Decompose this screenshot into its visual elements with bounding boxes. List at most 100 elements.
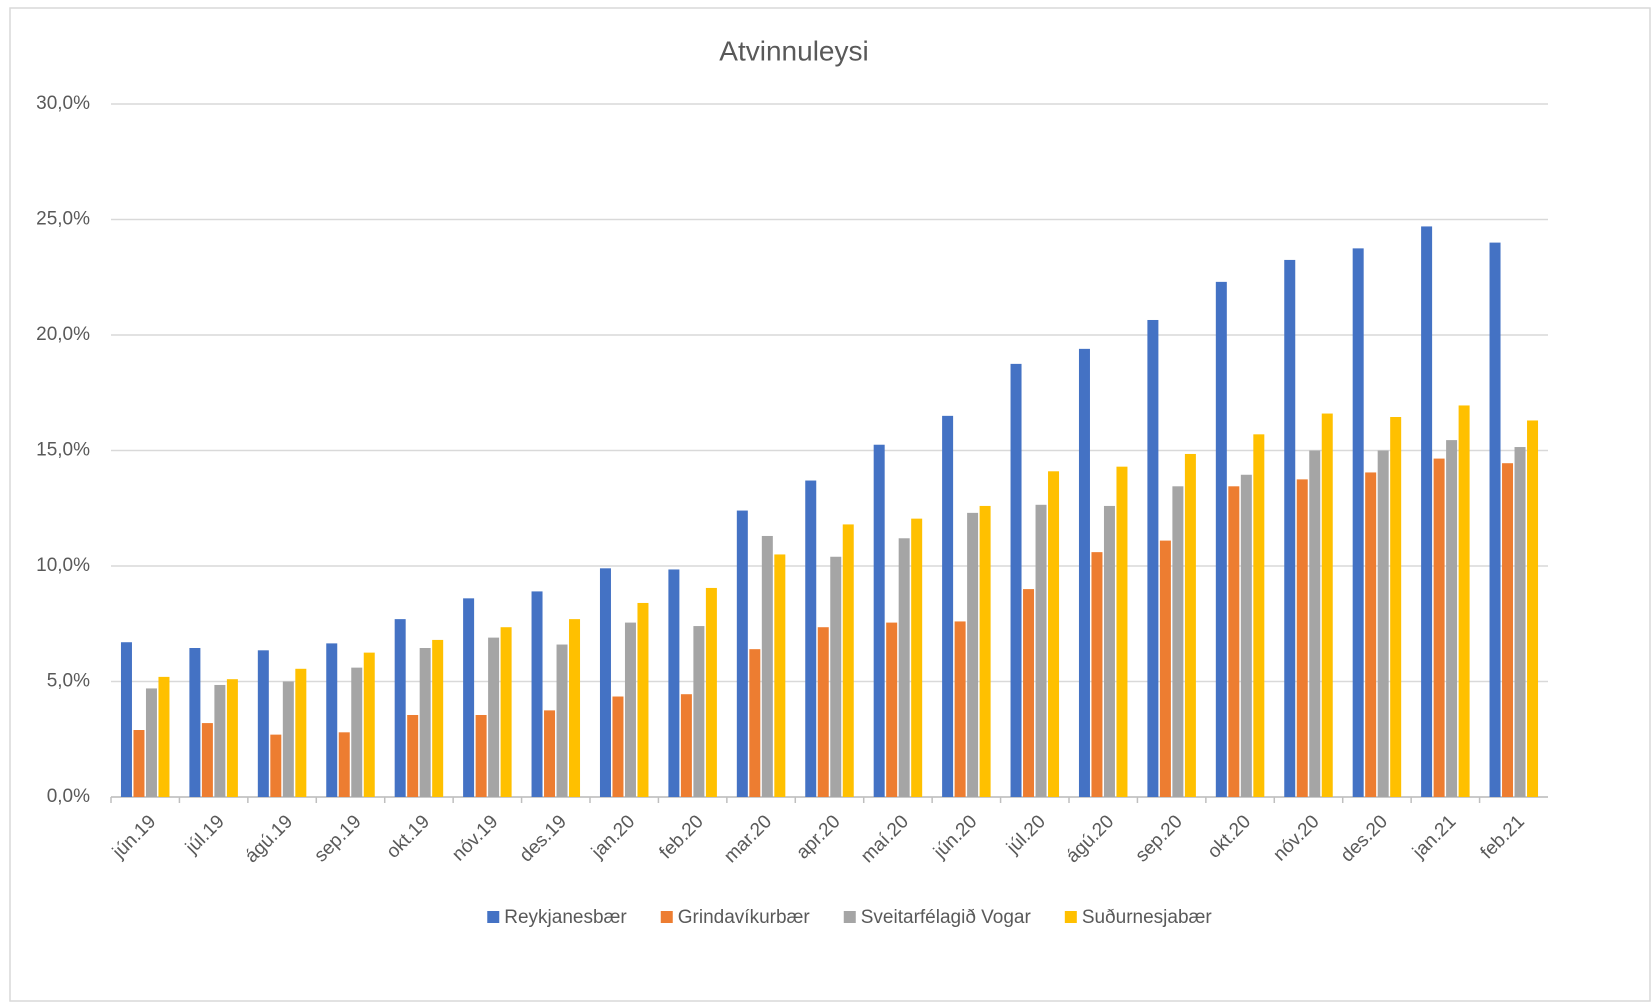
bar xyxy=(432,639,444,797)
y-tick-label: 30,0% xyxy=(36,93,90,114)
bar xyxy=(705,587,717,797)
y-tick-label: 10,0% xyxy=(36,555,90,576)
bar xyxy=(1147,319,1159,797)
bar xyxy=(1091,552,1103,797)
y-tick-label: 25,0% xyxy=(36,209,90,230)
bar xyxy=(637,602,649,797)
bar xyxy=(475,714,487,797)
bar xyxy=(761,535,773,797)
bar xyxy=(1489,242,1501,798)
bar xyxy=(338,732,350,797)
chart-frame xyxy=(9,7,1651,1002)
y-tick-label: 20,0% xyxy=(36,324,90,345)
bar xyxy=(886,622,898,797)
bar xyxy=(979,505,991,797)
bar xyxy=(624,622,636,797)
bar xyxy=(1514,447,1526,797)
bar xyxy=(133,730,145,797)
bar xyxy=(257,650,269,797)
bar xyxy=(295,668,307,797)
bar xyxy=(736,510,748,797)
legend: Reykjanesbær Grindavíkurbær Sveitarfélagið… xyxy=(487,907,1212,928)
bar xyxy=(531,591,543,797)
bar xyxy=(1159,540,1171,797)
bar xyxy=(1184,453,1196,797)
bar xyxy=(326,643,338,797)
bar xyxy=(488,637,500,797)
bar xyxy=(954,621,966,797)
bar xyxy=(351,667,363,797)
bar xyxy=(1433,458,1445,797)
bar xyxy=(680,694,692,797)
y-tick-label: 0,0% xyxy=(47,786,90,807)
bar xyxy=(463,598,475,797)
bar xyxy=(544,710,556,797)
bar xyxy=(817,627,829,797)
bar xyxy=(145,688,157,797)
legend-swatch xyxy=(1064,911,1077,923)
bar xyxy=(1228,486,1240,797)
bar xyxy=(363,652,375,797)
bar xyxy=(1296,479,1308,797)
bar xyxy=(1103,505,1115,797)
bar xyxy=(158,676,170,797)
bar xyxy=(1502,463,1514,797)
bar xyxy=(612,696,624,797)
bar xyxy=(1253,434,1265,797)
bar xyxy=(1035,504,1047,797)
bar xyxy=(201,723,213,797)
legend-label: Reykjanesbær xyxy=(504,907,627,928)
bar xyxy=(1215,281,1227,797)
bar xyxy=(569,619,581,797)
bar xyxy=(942,415,954,797)
bar xyxy=(1527,420,1539,797)
bar xyxy=(842,524,854,797)
bar xyxy=(120,642,132,797)
legend-swatch xyxy=(843,911,856,923)
bar xyxy=(1365,472,1377,797)
bar xyxy=(500,627,512,797)
bar xyxy=(1172,486,1184,797)
bar xyxy=(1321,413,1333,797)
bar xyxy=(1458,405,1470,797)
bar xyxy=(1421,226,1433,797)
bar xyxy=(749,649,761,797)
bar xyxy=(830,556,842,797)
legend-label: Suðurnesjabær xyxy=(1082,907,1213,928)
chart-title: Atvinnuleysi xyxy=(719,35,868,66)
bar xyxy=(407,714,419,797)
bar xyxy=(270,734,282,797)
bar xyxy=(226,679,238,797)
bar xyxy=(419,648,431,797)
bar xyxy=(394,619,406,797)
bar xyxy=(1078,348,1090,797)
bar xyxy=(214,684,226,797)
bar xyxy=(1352,248,1364,797)
bar xyxy=(1240,474,1252,797)
legend-swatch xyxy=(487,911,500,923)
legend-swatch xyxy=(660,911,673,923)
bar xyxy=(1023,589,1035,797)
y-tick-label: 5,0% xyxy=(47,671,90,692)
bar xyxy=(1010,363,1022,797)
bar xyxy=(556,644,568,797)
y-tick-label: 15,0% xyxy=(36,440,90,461)
bar xyxy=(1390,417,1402,797)
bar xyxy=(1309,450,1321,797)
bar xyxy=(1284,259,1296,797)
bar xyxy=(282,681,294,797)
bar xyxy=(693,626,705,797)
bar xyxy=(967,512,979,797)
bar xyxy=(898,538,910,797)
bar xyxy=(1446,440,1458,797)
bar xyxy=(189,648,201,797)
bar xyxy=(668,569,680,797)
bar xyxy=(774,554,786,797)
bar xyxy=(873,444,885,797)
bar xyxy=(805,480,817,797)
bar xyxy=(911,518,923,797)
bar xyxy=(1377,450,1389,797)
bar xyxy=(1048,471,1060,797)
bar xyxy=(1116,466,1128,797)
